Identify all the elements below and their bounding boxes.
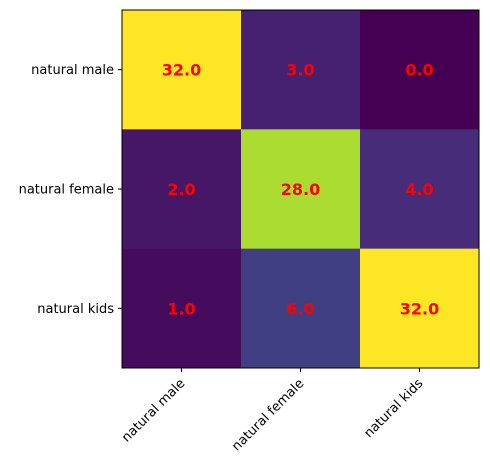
heatmap-cell-r0-c0 [122,10,242,130]
cell-value-label: 3.0 [286,61,314,80]
cell-value-label: 6.0 [286,299,314,318]
cell-value-label: 28.0 [281,180,320,199]
y-tick-label: natural female [19,183,114,198]
x-tick-label: natural male [119,376,188,445]
x-tick-label: natural female [229,376,307,454]
heatmap-cells [122,10,480,369]
cell-value-label: 0.0 [405,61,433,80]
heatmap-cell-r0-c2 [360,10,480,130]
y-tick-label: natural male [31,63,114,78]
heatmap-cell-r1-c2 [360,129,480,250]
x-axis-ticks: natural male natural female natural kids [119,368,426,454]
heatmap-cell-r2-c1 [241,248,361,369]
y-axis-ticks: natural male natural female natural kids [19,63,122,317]
cell-value-label: 32.0 [162,61,201,80]
x-tick-label: natural kids [361,376,426,441]
cell-value-label: 4.0 [405,180,433,199]
cell-value-label: 1.0 [167,299,195,318]
heatmap-cell-r1-c1 [241,129,361,250]
cell-annotations: 32.0 3.0 0.0 2.0 28.0 4.0 1.0 6.0 32.0 [162,61,439,319]
heatmap-cell-r2-c2 [360,248,480,369]
heatmap-cell-r2-c0 [122,248,242,369]
cell-value-label: 32.0 [400,299,439,318]
cell-value-label: 2.0 [167,180,195,199]
heatmap-cell-r0-c1 [241,10,361,130]
heatmap-cell-r1-c0 [122,129,242,250]
y-tick-label: natural kids [37,302,114,317]
